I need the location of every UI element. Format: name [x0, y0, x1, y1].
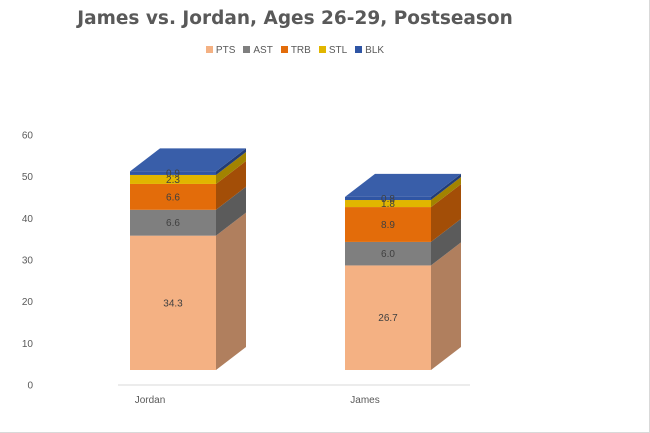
legend-item-pts: PTS	[205, 45, 236, 56]
data-label-pts: 26.7	[378, 313, 398, 324]
legend-item-trb: TRB	[280, 45, 311, 56]
legend-swatch	[205, 46, 213, 53]
legend-swatch	[243, 46, 251, 53]
bar-segment-stl	[130, 174, 216, 184]
legend-label: TRB	[290, 45, 311, 56]
y-tick-label: 0	[27, 381, 33, 392]
legend-label: PTS	[215, 45, 236, 56]
data-label-blk: 0.8	[381, 194, 395, 205]
data-label-trb: 8.9	[381, 220, 395, 231]
legend-swatch	[318, 46, 326, 53]
legend-swatch	[355, 46, 363, 53]
bar-side-trb	[216, 160, 246, 210]
bar-side-stl	[431, 177, 461, 208]
data-label-blk: 0.9	[166, 169, 180, 180]
y-tick-label: 30	[22, 256, 34, 267]
bar-side-trb	[431, 184, 461, 242]
y-tick-label: 10	[22, 339, 34, 350]
bar-segment-pts	[130, 235, 216, 370]
legend-label: STL	[328, 45, 348, 56]
bar-side-blk	[431, 173, 461, 201]
legend-label: BLK	[365, 45, 385, 56]
bar-segment-ast	[345, 241, 431, 266]
bar-side-stl	[216, 151, 246, 184]
y-tick-label: 50	[22, 172, 34, 183]
bar-segment-ast	[130, 209, 216, 236]
legend-item-stl: STL	[318, 45, 348, 56]
bar-side-blk	[216, 148, 246, 175]
x-tick-label: Jordan	[135, 395, 166, 406]
data-label-stl: 2.3	[166, 175, 180, 186]
legend-item-ast: AST	[243, 45, 273, 56]
y-tick-label: 40	[22, 214, 34, 225]
legend-label: AST	[253, 45, 273, 56]
data-label-ast: 6.0	[381, 249, 395, 260]
bar-segment-blk	[130, 171, 216, 175]
x-tick-label: James	[350, 395, 379, 406]
bar-side-pts	[431, 242, 461, 370]
bar-side-ast	[216, 186, 246, 236]
data-label-pts: 34.3	[163, 298, 183, 309]
data-label-trb: 6.6	[166, 192, 180, 203]
y-tick-label: 60	[22, 131, 34, 142]
chart-legend: PTS AST TRB STL BLK	[0, 45, 590, 56]
data-label-stl: 1.8	[381, 199, 395, 210]
bar-top-jordan	[130, 148, 246, 172]
bar-side-ast	[431, 218, 461, 266]
chart-title: James vs. Jordan, Ages 26-29, Postseason	[77, 8, 513, 29]
bar-stack-james: 26.7 6.0 8.9 1.80.8	[345, 173, 461, 370]
bar-segment-pts	[345, 265, 431, 370]
bar-stack-jordan: 34.3 6.6 6.6 2.30.9	[130, 148, 246, 370]
data-label-ast: 6.6	[166, 218, 180, 229]
bar-segment-stl	[345, 200, 431, 208]
legend-item-blk: BLK	[355, 45, 384, 56]
y-tick-label: 20	[22, 297, 34, 308]
bar-segment-trb	[345, 207, 431, 242]
bar-top-james	[345, 173, 461, 197]
bar-segment-blk	[345, 196, 431, 201]
legend-swatch	[280, 46, 288, 53]
bar-side-pts	[216, 212, 246, 370]
bar-segment-trb	[130, 183, 216, 210]
